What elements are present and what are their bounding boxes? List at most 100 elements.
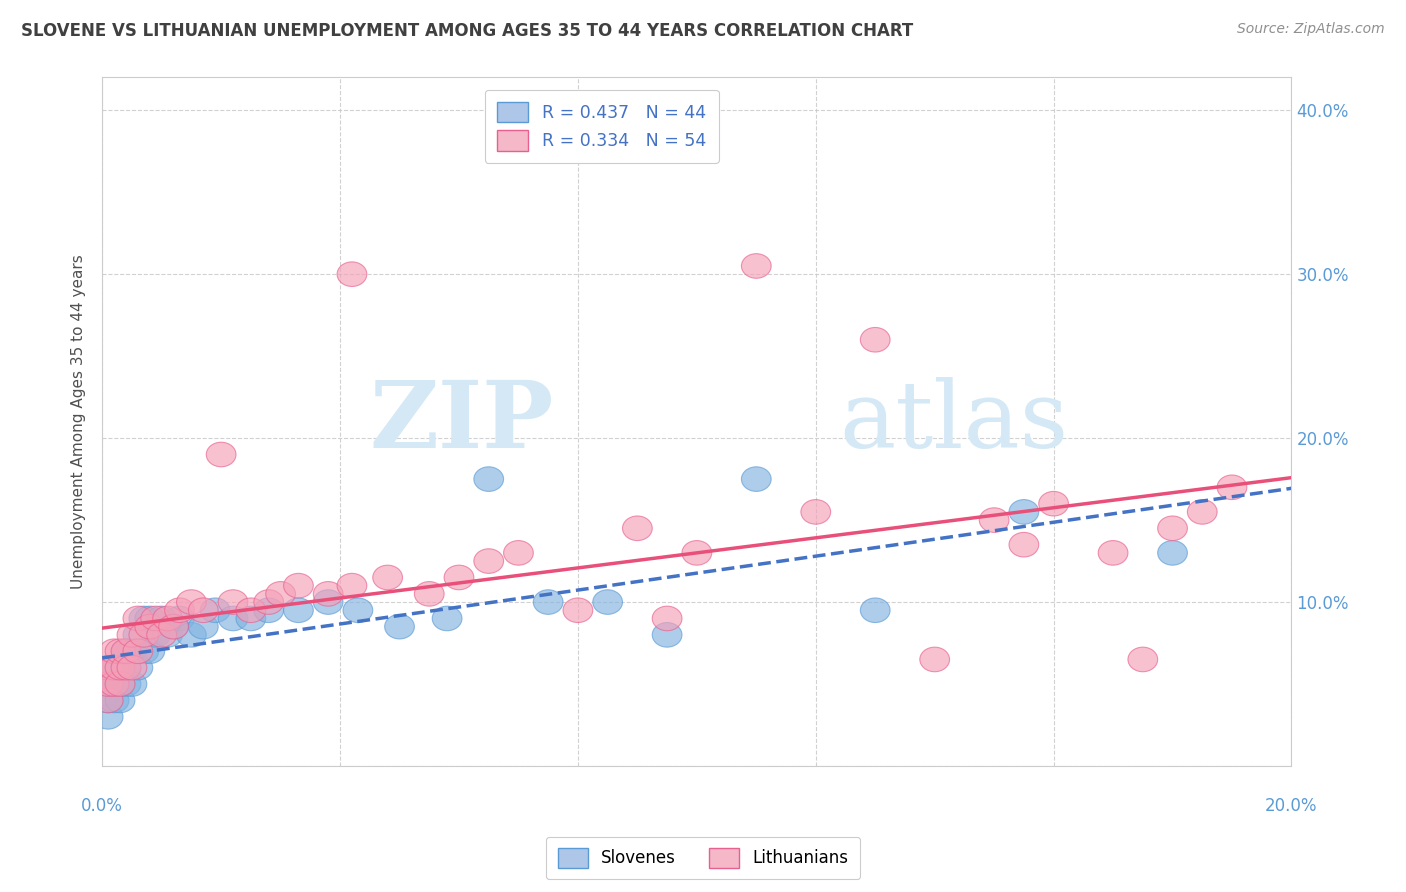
Ellipse shape xyxy=(1010,533,1039,557)
Ellipse shape xyxy=(122,607,153,631)
Ellipse shape xyxy=(254,590,284,615)
Ellipse shape xyxy=(474,467,503,491)
Ellipse shape xyxy=(105,639,135,664)
Ellipse shape xyxy=(218,607,247,631)
Ellipse shape xyxy=(373,566,402,590)
Ellipse shape xyxy=(1157,541,1188,566)
Ellipse shape xyxy=(135,615,165,639)
Ellipse shape xyxy=(314,582,343,607)
Ellipse shape xyxy=(93,672,122,697)
Ellipse shape xyxy=(105,672,135,697)
Ellipse shape xyxy=(93,688,122,713)
Ellipse shape xyxy=(284,574,314,598)
Ellipse shape xyxy=(415,582,444,607)
Ellipse shape xyxy=(266,582,295,607)
Ellipse shape xyxy=(652,623,682,647)
Text: 0.0%: 0.0% xyxy=(82,797,124,814)
Ellipse shape xyxy=(111,639,141,664)
Ellipse shape xyxy=(623,516,652,541)
Ellipse shape xyxy=(200,598,231,623)
Ellipse shape xyxy=(741,253,770,278)
Text: 20.0%: 20.0% xyxy=(1265,797,1317,814)
Legend: Slovenes, Lithuanians: Slovenes, Lithuanians xyxy=(546,837,860,880)
Ellipse shape xyxy=(159,615,188,639)
Ellipse shape xyxy=(117,639,146,664)
Ellipse shape xyxy=(474,549,503,574)
Ellipse shape xyxy=(860,598,890,623)
Ellipse shape xyxy=(105,688,135,713)
Ellipse shape xyxy=(93,672,122,697)
Ellipse shape xyxy=(1128,647,1157,672)
Ellipse shape xyxy=(129,607,159,631)
Ellipse shape xyxy=(343,598,373,623)
Ellipse shape xyxy=(207,442,236,467)
Ellipse shape xyxy=(153,623,183,647)
Ellipse shape xyxy=(1218,475,1247,500)
Ellipse shape xyxy=(432,607,463,631)
Ellipse shape xyxy=(141,623,170,647)
Ellipse shape xyxy=(93,705,122,729)
Ellipse shape xyxy=(122,639,153,664)
Ellipse shape xyxy=(117,672,146,697)
Ellipse shape xyxy=(1188,500,1218,524)
Ellipse shape xyxy=(117,656,146,680)
Ellipse shape xyxy=(177,590,207,615)
Text: atlas: atlas xyxy=(839,376,1069,467)
Ellipse shape xyxy=(165,598,194,623)
Ellipse shape xyxy=(980,508,1010,533)
Ellipse shape xyxy=(93,688,122,713)
Ellipse shape xyxy=(188,598,218,623)
Ellipse shape xyxy=(385,615,415,639)
Ellipse shape xyxy=(284,598,314,623)
Ellipse shape xyxy=(141,607,170,631)
Ellipse shape xyxy=(93,656,122,680)
Ellipse shape xyxy=(153,607,183,631)
Ellipse shape xyxy=(165,607,194,631)
Ellipse shape xyxy=(337,262,367,286)
Ellipse shape xyxy=(254,598,284,623)
Ellipse shape xyxy=(105,672,135,697)
Ellipse shape xyxy=(100,688,129,713)
Ellipse shape xyxy=(146,623,177,647)
Ellipse shape xyxy=(111,656,141,680)
Ellipse shape xyxy=(117,623,146,647)
Ellipse shape xyxy=(177,623,207,647)
Ellipse shape xyxy=(860,327,890,352)
Ellipse shape xyxy=(100,656,129,680)
Ellipse shape xyxy=(146,607,177,631)
Text: SLOVENE VS LITHUANIAN UNEMPLOYMENT AMONG AGES 35 TO 44 YEARS CORRELATION CHART: SLOVENE VS LITHUANIAN UNEMPLOYMENT AMONG… xyxy=(21,22,914,40)
Ellipse shape xyxy=(100,672,129,697)
Ellipse shape xyxy=(105,656,135,680)
Ellipse shape xyxy=(188,615,218,639)
Legend: R = 0.437   N = 44, R = 0.334   N = 54: R = 0.437 N = 44, R = 0.334 N = 54 xyxy=(485,89,718,162)
Ellipse shape xyxy=(444,566,474,590)
Ellipse shape xyxy=(135,607,165,631)
Ellipse shape xyxy=(236,607,266,631)
Ellipse shape xyxy=(111,639,141,664)
Ellipse shape xyxy=(111,672,141,697)
Ellipse shape xyxy=(105,656,135,680)
Text: Source: ZipAtlas.com: Source: ZipAtlas.com xyxy=(1237,22,1385,37)
Ellipse shape xyxy=(652,607,682,631)
Ellipse shape xyxy=(129,639,159,664)
Ellipse shape xyxy=(1039,491,1069,516)
Ellipse shape xyxy=(159,615,188,639)
Ellipse shape xyxy=(337,574,367,598)
Ellipse shape xyxy=(533,590,562,615)
Ellipse shape xyxy=(920,647,949,672)
Ellipse shape xyxy=(129,623,159,647)
Ellipse shape xyxy=(100,656,129,680)
Ellipse shape xyxy=(1098,541,1128,566)
Ellipse shape xyxy=(741,467,770,491)
Ellipse shape xyxy=(122,623,153,647)
Y-axis label: Unemployment Among Ages 35 to 44 years: Unemployment Among Ages 35 to 44 years xyxy=(72,254,86,589)
Ellipse shape xyxy=(1157,516,1188,541)
Ellipse shape xyxy=(314,590,343,615)
Ellipse shape xyxy=(100,672,129,697)
Ellipse shape xyxy=(135,639,165,664)
Ellipse shape xyxy=(562,598,593,623)
Ellipse shape xyxy=(801,500,831,524)
Ellipse shape xyxy=(100,639,129,664)
Ellipse shape xyxy=(682,541,711,566)
Ellipse shape xyxy=(1010,500,1039,524)
